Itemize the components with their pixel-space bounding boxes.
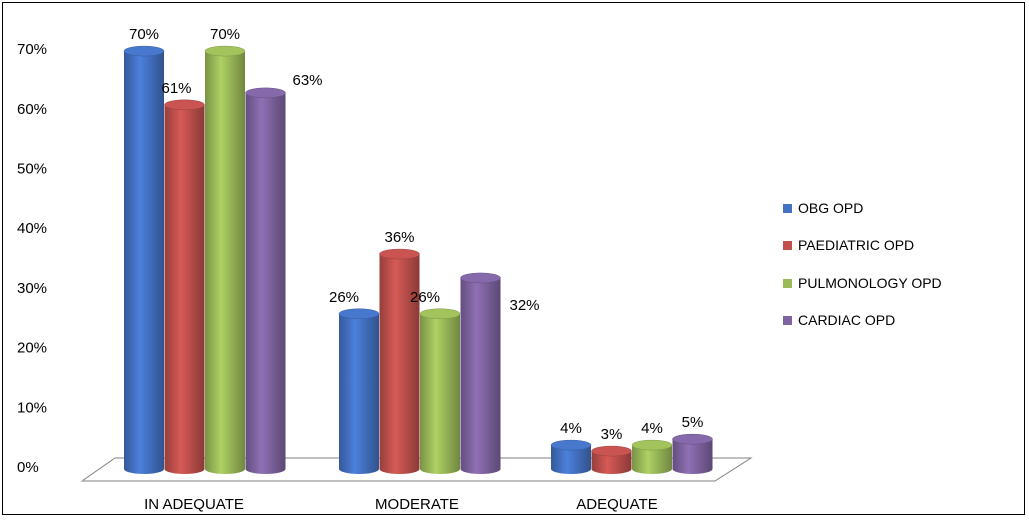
x-category-label: ADEQUATE: [576, 496, 657, 513]
bar-top: [591, 445, 632, 457]
bar: [204, 45, 246, 474]
bar-body: [379, 254, 420, 475]
bar-body: [591, 451, 632, 475]
bar-top: [204, 45, 246, 57]
y-tick-label: 70%: [17, 41, 47, 58]
bar-top: [164, 99, 205, 111]
bar-top: [550, 439, 592, 451]
data-label: 70%: [210, 26, 240, 43]
bar-body: [164, 104, 205, 475]
bar-top: [245, 87, 286, 99]
x-category-label: MODERATE: [375, 496, 459, 513]
legend-item: CARDIAC OPD: [783, 312, 895, 328]
data-label: 26%: [329, 289, 359, 306]
bar: [245, 87, 286, 475]
bar-body: [420, 313, 460, 474]
y-tick-label: 50%: [17, 161, 47, 178]
bar: [460, 272, 501, 475]
y-tick-label: 10%: [17, 399, 47, 416]
data-label: 61%: [161, 80, 191, 97]
legend-item: PAEDIATRIC OPD: [783, 237, 914, 253]
x-axis-categories: IN ADEQUATE MODERATE ADEQUATE: [144, 496, 658, 513]
y-tick-label: 20%: [17, 340, 47, 357]
y-axis: 0% 10% 20% 30% 40% 50% 60% 70%: [17, 41, 83, 481]
bar-top: [672, 433, 713, 445]
legend-label: PAEDIATRIC OPD: [798, 237, 914, 253]
bar: [672, 433, 713, 475]
chart-frame: 0% 10% 20% 30% 40% 50% 60% 70% 70% 61% 70% 63% 26% 3…: [2, 2, 1025, 515]
bar-body: [124, 51, 164, 474]
x-category-label: IN ADEQUATE: [144, 496, 244, 513]
legend-item: OBG OPD: [783, 200, 863, 216]
y-tick-label: 30%: [17, 280, 47, 297]
data-label: 4%: [641, 420, 663, 437]
bar-top: [460, 272, 501, 284]
bar-top: [631, 439, 673, 451]
data-label: 63%: [292, 72, 322, 89]
data-label: 32%: [509, 297, 539, 314]
bar-body: [460, 277, 501, 475]
bar-body: [551, 445, 591, 474]
bar-top: [419, 308, 461, 320]
bar-body: [339, 313, 379, 474]
bar: [550, 439, 592, 474]
bar-body: [245, 92, 286, 475]
bar-body: [205, 51, 245, 474]
bar-body: [672, 439, 713, 475]
legend-label: PULMONOLOGY OPD: [798, 275, 942, 291]
data-label: 5%: [682, 414, 704, 431]
bar: [123, 45, 165, 474]
data-label: 70%: [129, 26, 159, 43]
bar-body: [632, 445, 672, 474]
y-tick-label: 60%: [17, 101, 47, 118]
bar: [379, 248, 420, 475]
legend-swatch: [783, 316, 792, 325]
bar: [419, 308, 461, 474]
bar: [338, 308, 380, 474]
legend-item: PULMONOLOGY OPD: [783, 275, 942, 291]
legend: OBG OPD PAEDIATRIC OPD PULMONOLOGY OPD CARD…: [783, 200, 942, 328]
legend-swatch: [783, 241, 792, 250]
legend-swatch: [783, 279, 792, 288]
y-tick-label: 40%: [17, 220, 47, 237]
legend-swatch: [783, 204, 792, 213]
bar: [164, 99, 205, 475]
legend-label: OBG OPD: [798, 200, 863, 216]
bar-top: [338, 308, 380, 320]
bar: [631, 439, 673, 474]
bar-top: [379, 248, 420, 260]
y-tick-label: 0%: [17, 459, 39, 476]
data-labels: 70% 61% 70% 63% 26% 36% 26% 32% 4% 3% 4% 5%: [129, 26, 703, 443]
bar-top: [123, 45, 165, 57]
data-label: 26%: [410, 289, 440, 306]
data-label: 4%: [560, 420, 582, 437]
bars: [123, 45, 713, 475]
data-label: 3%: [601, 426, 623, 443]
bar-chart: 0% 10% 20% 30% 40% 50% 60% 70% 70% 61% 70% 63% 26% 3…: [17, 26, 942, 513]
legend-label: CARDIAC OPD: [798, 312, 895, 328]
bar: [591, 445, 632, 475]
data-label: 36%: [384, 229, 414, 246]
